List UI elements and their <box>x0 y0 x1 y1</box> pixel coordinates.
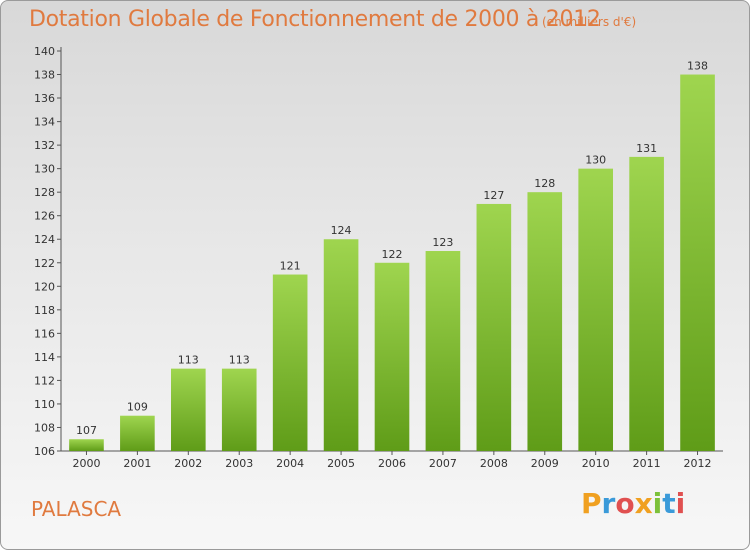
y-tick-label: 118 <box>34 304 55 317</box>
data-label: 109 <box>127 401 148 414</box>
bar[interactable] <box>69 439 104 451</box>
logo-letter: x <box>634 487 653 520</box>
bar[interactable] <box>170 368 206 451</box>
data-label: 127 <box>483 189 504 202</box>
proxiti-logo[interactable]: Proxiti <box>581 487 685 520</box>
x-tick-label: 2002 <box>174 457 202 470</box>
bar[interactable] <box>578 168 614 451</box>
x-tick-label: 2005 <box>327 457 355 470</box>
x-tick-label: 2011 <box>633 457 661 470</box>
chart-subtitle: (en milliers d'€) <box>542 15 637 29</box>
logo-letter: i <box>675 487 686 520</box>
bar[interactable] <box>680 74 715 451</box>
chart-title: Dotation Globale de Fonctionnement de 20… <box>29 7 601 32</box>
y-tick-label: 128 <box>34 186 55 199</box>
bar[interactable] <box>221 368 257 451</box>
y-tick-label: 122 <box>34 257 55 270</box>
logo-letter: i <box>652 487 663 520</box>
bar[interactable] <box>527 192 563 452</box>
y-tick-label: 108 <box>34 421 55 434</box>
data-label: 122 <box>382 248 403 261</box>
logo-letter: P <box>581 487 602 520</box>
y-tick-label: 124 <box>34 233 55 246</box>
y-tick-label: 106 <box>34 445 55 458</box>
bar[interactable] <box>476 203 512 451</box>
x-tick-label: 2006 <box>378 457 406 470</box>
data-label: 121 <box>280 260 301 273</box>
x-tick-label: 2001 <box>123 457 151 470</box>
data-label: 131 <box>636 142 657 155</box>
logo-letter: r <box>601 487 616 520</box>
data-label: 124 <box>331 224 352 237</box>
x-tick-label: 2008 <box>480 457 508 470</box>
x-tick-label: 2012 <box>684 457 712 470</box>
data-label: 123 <box>432 236 453 249</box>
bar[interactable] <box>120 415 155 451</box>
bar[interactable] <box>323 239 359 451</box>
y-tick-label: 110 <box>34 398 55 411</box>
x-tick-label: 2010 <box>582 457 610 470</box>
y-tick-label: 140 <box>34 45 55 58</box>
data-label: 113 <box>229 354 250 367</box>
bar[interactable] <box>374 262 410 451</box>
y-tick-label: 132 <box>34 139 55 152</box>
data-label: 113 <box>178 354 199 367</box>
y-tick-label: 134 <box>34 116 55 129</box>
y-tick-label: 114 <box>34 351 55 364</box>
data-label: 128 <box>534 177 555 190</box>
data-label: 130 <box>585 154 606 167</box>
y-tick-label: 126 <box>34 210 55 223</box>
bar[interactable] <box>629 156 664 451</box>
y-tick-label: 130 <box>34 163 55 176</box>
y-tick-label: 136 <box>34 92 55 105</box>
town-name: PALASCA <box>31 497 122 521</box>
y-tick-label: 120 <box>34 280 55 293</box>
x-tick-label: 2000 <box>72 457 100 470</box>
logo-letter: o <box>615 487 635 520</box>
data-label: 107 <box>76 424 97 437</box>
y-tick-label: 138 <box>34 69 55 82</box>
x-tick-label: 2003 <box>225 457 253 470</box>
y-tick-label: 116 <box>34 327 55 340</box>
bar[interactable] <box>425 251 461 451</box>
x-tick-label: 2007 <box>429 457 457 470</box>
y-tick-label: 112 <box>34 374 55 387</box>
logo-letter: t <box>662 487 676 520</box>
data-label: 138 <box>687 60 708 73</box>
x-tick-label: 2004 <box>276 457 304 470</box>
x-tick-label: 2009 <box>531 457 559 470</box>
bar[interactable] <box>272 274 308 451</box>
